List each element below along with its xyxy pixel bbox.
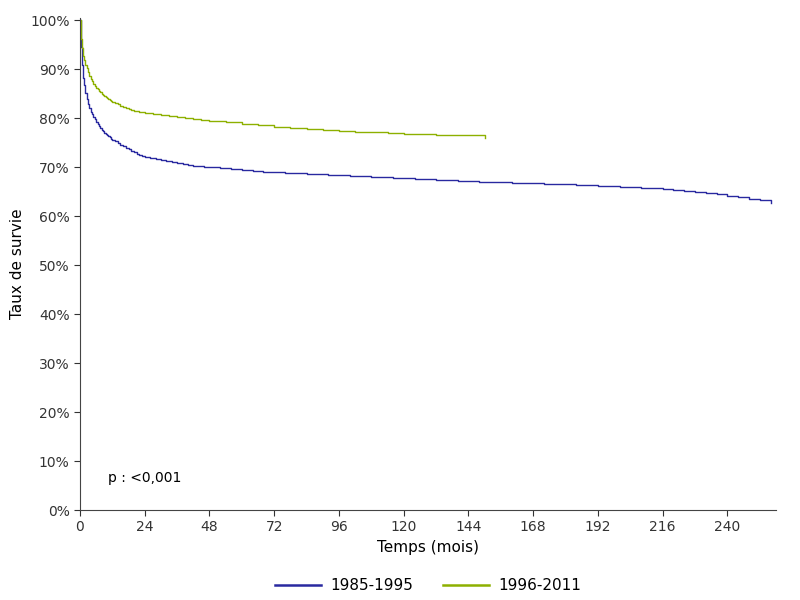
X-axis label: Temps (mois): Temps (mois) xyxy=(377,540,479,555)
Y-axis label: Taux de survie: Taux de survie xyxy=(10,209,25,319)
Text: p : <0,001: p : <0,001 xyxy=(108,472,182,485)
Legend: 1985-1995, 1996-2011: 1985-1995, 1996-2011 xyxy=(269,572,587,599)
